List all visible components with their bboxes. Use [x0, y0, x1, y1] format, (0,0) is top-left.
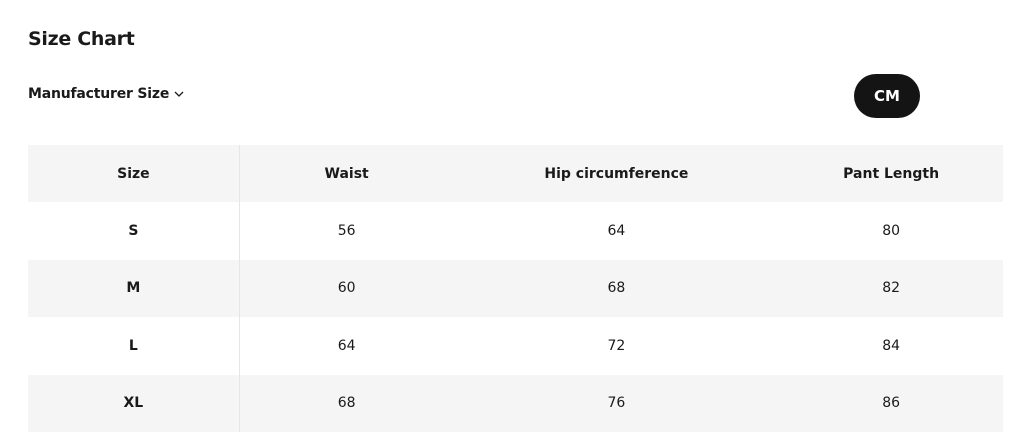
size-cell: M: [28, 259, 240, 317]
table-header-row: Size Waist Hip circumference Pant Length: [28, 145, 1003, 202]
size-system-label: Manufacturer Size: [28, 86, 170, 102]
measurement-cell: 64: [337, 337, 356, 354]
size-system-dropdown[interactable]: Manufacturer Size: [28, 86, 184, 102]
column-header: Waist: [239, 145, 454, 202]
table-row: M 60 68 82: [28, 259, 1003, 317]
measurement-cell: 68: [453, 259, 780, 317]
size-table: Size Waist Hip circumference Pant Length…: [28, 145, 1003, 432]
column-header: Hip circumference: [453, 145, 780, 202]
measurement-cell: 72: [607, 337, 626, 354]
page-title: Size Chart: [28, 28, 135, 50]
measurement-cell: 60: [239, 259, 454, 317]
table-row: S 56 64 80: [28, 202, 1003, 260]
chevron-down-icon: [174, 91, 184, 97]
measurement-cell: 82: [779, 259, 1003, 317]
size-cell: XL: [28, 374, 240, 432]
measurement-cell: 56: [337, 222, 356, 239]
table-row: XL 68 76 86: [28, 374, 1003, 432]
unit-cm-button[interactable]: CM: [854, 74, 920, 118]
column-header: Pant Length: [779, 145, 1003, 202]
measurement-cell: 76: [453, 374, 780, 432]
size-cell: L: [28, 317, 240, 375]
column-header: Size: [28, 145, 240, 202]
measurement-cell: 68: [239, 374, 454, 432]
measurement-cell: 86: [779, 374, 1003, 432]
table-row: L 64 72 84: [28, 317, 1003, 375]
size-cell: S: [28, 202, 240, 260]
measurement-cell: 64: [607, 222, 626, 239]
measurement-cell: 80: [882, 222, 901, 239]
measurement-cell: 84: [882, 337, 901, 354]
